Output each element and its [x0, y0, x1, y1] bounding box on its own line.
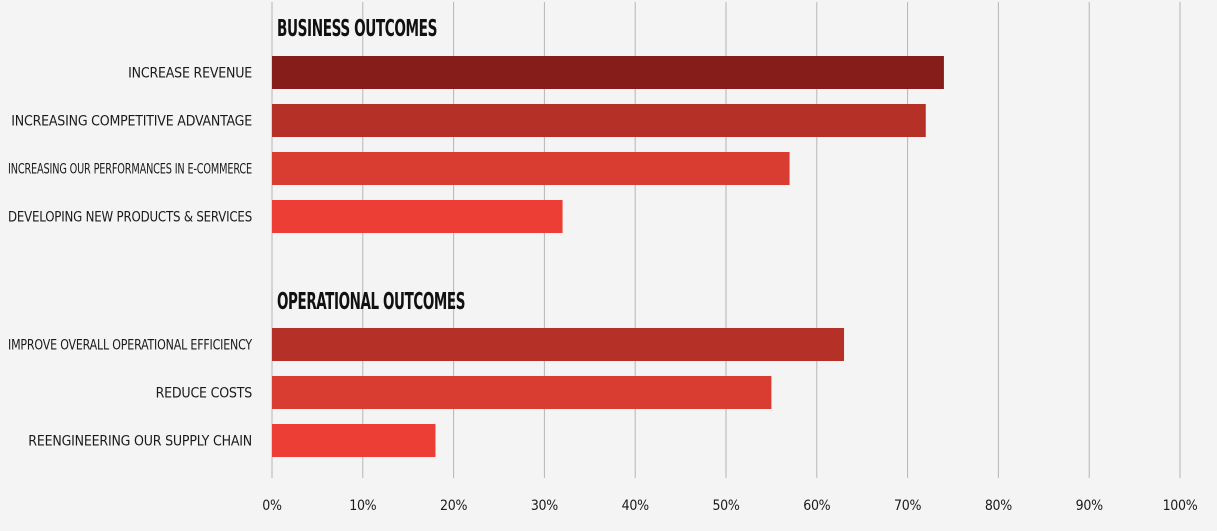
category-label: REENGINEERING OUR SUPPLY CHAIN — [28, 434, 252, 450]
bar — [272, 376, 772, 409]
category-label: REDUCE COSTS — [156, 386, 253, 402]
x-axis-tick-labels: 0% 10% 20% 30% 40% 50% 60% 70% 80% 90% 100% — [262, 498, 1198, 514]
section-title: BUSINESS OUTCOMES — [277, 16, 437, 42]
section-title: OPERATIONAL OUTCOMES — [277, 289, 465, 315]
x-tick-label: 100% — [1163, 498, 1198, 514]
x-tick-label: 0% — [262, 498, 282, 514]
x-tick-label: 60% — [803, 498, 830, 514]
bar — [272, 424, 436, 457]
bar — [272, 152, 790, 185]
x-tick-label: 70% — [894, 498, 921, 514]
category-label: INCREASE REVENUE — [128, 66, 252, 82]
bar — [272, 104, 926, 137]
category-labels: INCREASE REVENUE INCREASING COMPETITIVE A… — [8, 66, 253, 450]
category-label: INCREASING OUR PERFORMANCES IN E-COMMERC… — [8, 162, 252, 178]
category-label: DEVELOPING NEW PRODUCTS & SERVICES — [8, 210, 252, 226]
x-tick-label: 20% — [440, 498, 467, 514]
x-tick-label: 50% — [712, 498, 739, 514]
x-tick-label: 90% — [1076, 498, 1103, 514]
bar — [272, 56, 944, 89]
category-label: IMPROVE OVERALL OPERATIONAL EFFICIENCY — [8, 338, 252, 354]
category-label: INCREASING COMPETITIVE ADVANTAGE — [11, 114, 252, 130]
x-tick-label: 80% — [985, 498, 1012, 514]
bar — [272, 200, 563, 233]
bars — [272, 56, 944, 457]
section-titles: BUSINESS OUTCOMES OPERATIONAL OUTCOMES — [277, 16, 466, 315]
bar — [272, 328, 845, 361]
x-tick-label: 30% — [531, 498, 558, 514]
x-tick-label: 40% — [622, 498, 649, 514]
x-tick-label: 10% — [349, 498, 376, 514]
